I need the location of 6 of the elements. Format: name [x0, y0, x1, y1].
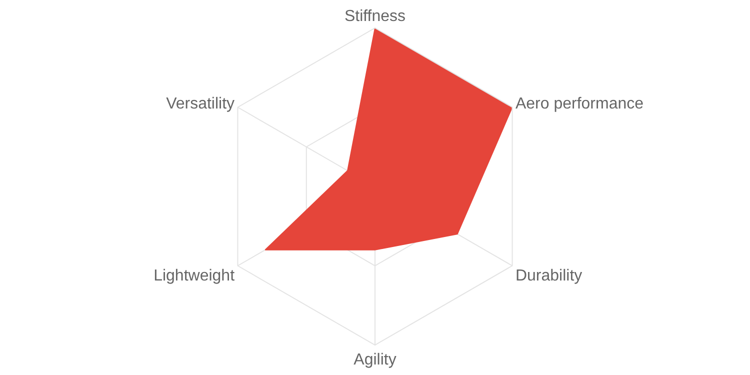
spoke-label: Lightweight	[154, 267, 236, 284]
spoke-label: Stiffness	[344, 8, 406, 26]
spoke-label: Aero performance	[515, 96, 644, 113]
spoke-label: Agility	[354, 352, 396, 369]
spoke-label: Durability	[515, 267, 582, 284]
spoke-label: Versatility	[166, 96, 235, 113]
